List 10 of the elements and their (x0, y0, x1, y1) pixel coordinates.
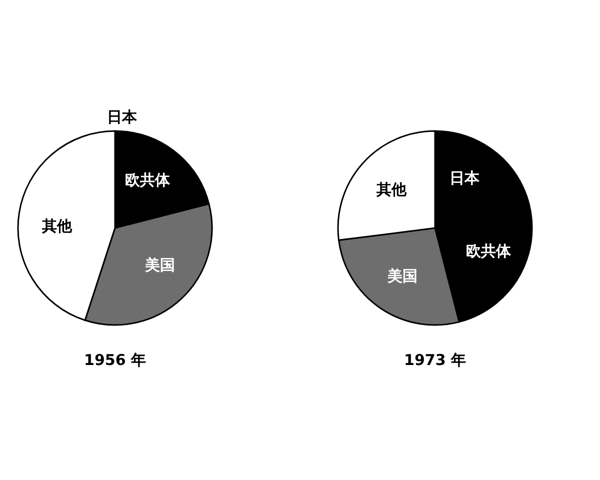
text: 1956 年 (84, 351, 146, 369)
slice-label: 日本 (106, 108, 138, 126)
slice-label: 欧共体 (466, 242, 512, 260)
slice-label: 其他 (375, 180, 408, 199)
slice-label: 美国 (144, 256, 175, 274)
slice-label: 其他 (40, 217, 73, 236)
text: 1973 年 (404, 351, 466, 369)
slice-label: 欧共体 (125, 170, 172, 189)
slice-label: 美国 (386, 267, 418, 286)
slice-label: 日本 (450, 168, 481, 187)
